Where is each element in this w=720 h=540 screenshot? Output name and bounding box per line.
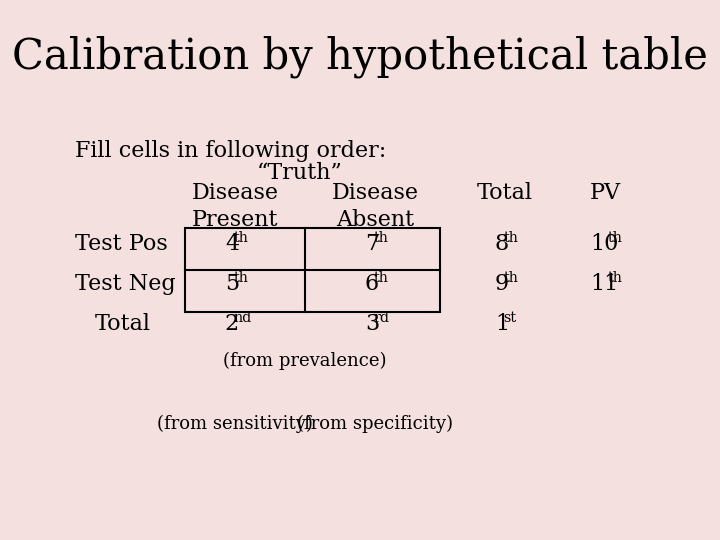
Text: 1: 1 bbox=[495, 313, 509, 335]
Text: Fill cells in following order:: Fill cells in following order: bbox=[75, 140, 386, 162]
Text: 6: 6 bbox=[365, 273, 379, 295]
Text: Total: Total bbox=[95, 313, 151, 335]
Text: Disease
Absent: Disease Absent bbox=[331, 182, 418, 231]
Text: Calibration by hypothetical table: Calibration by hypothetical table bbox=[12, 35, 708, 78]
Text: th: th bbox=[504, 271, 518, 285]
Text: “Truth”: “Truth” bbox=[257, 162, 343, 184]
Text: 10: 10 bbox=[590, 233, 619, 255]
Text: Test Pos: Test Pos bbox=[75, 233, 168, 255]
Text: th: th bbox=[234, 231, 248, 245]
Text: PV: PV bbox=[590, 182, 621, 204]
Text: Disease
Present: Disease Present bbox=[192, 182, 279, 231]
Text: (from sensitivity): (from sensitivity) bbox=[157, 415, 313, 433]
Text: th: th bbox=[608, 271, 623, 285]
Text: 7: 7 bbox=[365, 233, 379, 255]
Text: 9: 9 bbox=[495, 273, 509, 295]
Text: th: th bbox=[504, 231, 518, 245]
Text: 3: 3 bbox=[365, 313, 379, 335]
Text: Total: Total bbox=[477, 182, 533, 204]
Text: st: st bbox=[504, 312, 517, 325]
Text: 8: 8 bbox=[495, 233, 509, 255]
Text: nd: nd bbox=[234, 312, 252, 325]
Text: (from specificity): (from specificity) bbox=[297, 415, 453, 433]
Text: th: th bbox=[234, 271, 248, 285]
Text: 2: 2 bbox=[225, 313, 239, 335]
Text: th: th bbox=[374, 271, 389, 285]
Bar bbox=[185, 228, 440, 312]
Text: Test Neg: Test Neg bbox=[75, 273, 176, 295]
Text: th: th bbox=[608, 231, 623, 245]
Text: th: th bbox=[374, 231, 389, 245]
Text: (from prevalence): (from prevalence) bbox=[223, 352, 387, 370]
Text: 11: 11 bbox=[590, 273, 618, 295]
Text: rd: rd bbox=[374, 312, 390, 325]
Text: 5: 5 bbox=[225, 273, 239, 295]
Text: 4: 4 bbox=[225, 233, 239, 255]
